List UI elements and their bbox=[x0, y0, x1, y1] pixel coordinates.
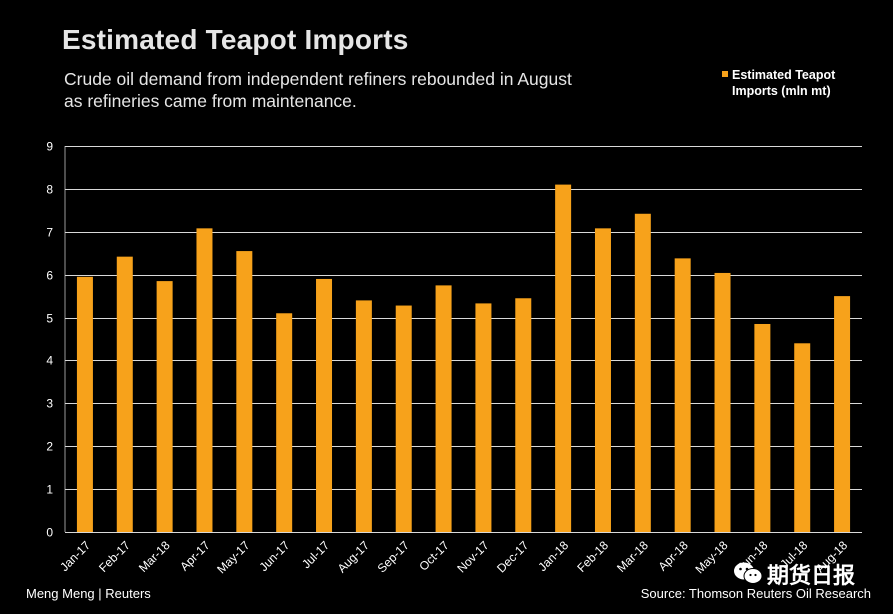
x-tick-label: May-18 bbox=[692, 538, 730, 576]
watermark: 期货日报 bbox=[733, 558, 855, 590]
bar-Jul-17 bbox=[316, 278, 333, 532]
x-tick-label: Nov-17 bbox=[454, 538, 491, 575]
bar-Feb-18 bbox=[594, 228, 611, 532]
bar-Feb-17 bbox=[116, 256, 133, 532]
bar-Nov-17 bbox=[475, 303, 492, 532]
bar-Jan-17 bbox=[76, 276, 93, 532]
x-tick-label: May-17 bbox=[214, 538, 252, 576]
bar-Aug-18 bbox=[834, 296, 851, 532]
y-tick-label: 2 bbox=[46, 440, 53, 454]
wechat-icon bbox=[734, 562, 763, 584]
y-tick-label: 8 bbox=[46, 183, 53, 197]
bar-Sep-17 bbox=[395, 305, 412, 532]
y-tick-label: 0 bbox=[46, 526, 53, 540]
bar-Oct-17 bbox=[435, 285, 452, 532]
footer-source: Source: Thomson Reuters Oil Research bbox=[640, 586, 871, 601]
x-tick-label: Jul-17 bbox=[299, 538, 332, 571]
x-tick-label: Jan-18 bbox=[535, 538, 571, 574]
y-tick-label: 7 bbox=[46, 226, 53, 240]
x-tick-label: Dec-17 bbox=[494, 538, 531, 575]
chart-title: Estimated Teapot Imports bbox=[62, 24, 409, 55]
bar-Jul-18 bbox=[794, 343, 811, 532]
legend-swatch bbox=[722, 71, 728, 77]
y-tick-label: 5 bbox=[46, 312, 53, 326]
x-tick-label: Sep-17 bbox=[375, 538, 412, 575]
legend-label: Estimated Teapot Imports (mln mt) bbox=[732, 67, 852, 99]
y-tick-label: 4 bbox=[46, 354, 53, 368]
y-tick-label: 6 bbox=[46, 269, 53, 283]
bar-Apr-18 bbox=[674, 258, 691, 532]
bar-Apr-17 bbox=[196, 228, 213, 532]
x-tick-label: Apr-18 bbox=[655, 538, 691, 574]
x-tick-label: Jun-17 bbox=[256, 538, 292, 574]
x-tick-label: Feb-17 bbox=[96, 538, 133, 575]
bar-Aug-17 bbox=[355, 300, 372, 532]
bar-Jan-18 bbox=[555, 184, 572, 532]
bar-Jun-18 bbox=[754, 323, 771, 532]
y-tick-label: 3 bbox=[46, 397, 53, 411]
subtitle-line-2: as refineries came from maintenance. bbox=[64, 91, 357, 111]
bar-Dec-17 bbox=[515, 298, 532, 532]
subtitle-line-1: Crude oil demand from independent refine… bbox=[64, 69, 572, 89]
x-tick-label: Feb-18 bbox=[574, 538, 611, 575]
x-tick-label: Jan-17 bbox=[57, 538, 93, 574]
x-tick-label: Mar-18 bbox=[614, 538, 651, 575]
bar-Mar-18 bbox=[634, 213, 651, 532]
legend-label-line-2: Imports (mln mt) bbox=[732, 84, 831, 98]
bar-Jun-17 bbox=[276, 313, 293, 532]
y-tick-label: 9 bbox=[46, 140, 53, 154]
chart-subtitle: Crude oil demand from independent refine… bbox=[64, 68, 664, 112]
x-tick-label: Oct-17 bbox=[416, 538, 452, 574]
footer-credit: Meng Meng | Reuters bbox=[26, 586, 151, 601]
bar-May-17 bbox=[236, 251, 253, 533]
bar-May-18 bbox=[714, 272, 731, 532]
x-tick-label: Aug-17 bbox=[335, 538, 372, 575]
x-tick-label: Mar-18 bbox=[136, 538, 173, 575]
bar-Mar-18 bbox=[156, 281, 173, 532]
watermark-text: 期货日报 bbox=[767, 564, 856, 589]
y-tick-label: 1 bbox=[46, 483, 53, 497]
x-tick-label: Apr-17 bbox=[177, 538, 213, 574]
legend: Estimated Teapot Imports (mln mt) bbox=[722, 67, 852, 99]
legend-label-line-1: Estimated Teapot bbox=[732, 68, 836, 82]
